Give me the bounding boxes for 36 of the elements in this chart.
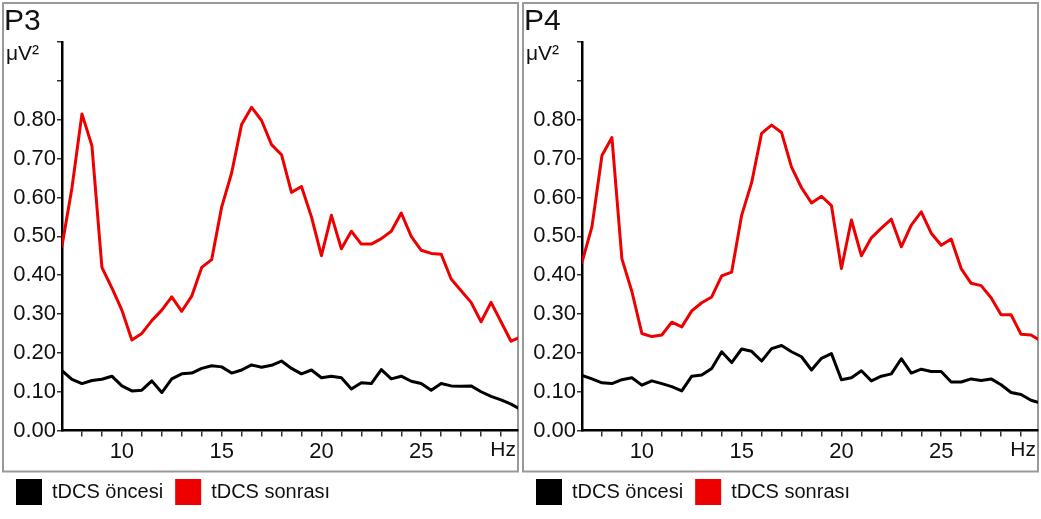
x-tick-label: 25: [408, 437, 434, 463]
y-tick-label: 0.40: [533, 261, 576, 287]
x-axis-title: Hz: [1010, 436, 1036, 460]
y-axis-title: μV²: [526, 41, 560, 65]
y-tick-label: 0.50: [533, 222, 576, 248]
legend-label: tDCS öncesi: [52, 479, 164, 502]
y-tick-label: 0.70: [13, 144, 56, 170]
x-tick-label: 15: [209, 437, 234, 463]
y-tick-label: 0.10: [13, 377, 56, 403]
x-tick-label: 15: [729, 437, 754, 463]
y-tick-label: 0.80: [13, 105, 56, 131]
y-tick-label: 0.10: [533, 377, 576, 403]
legend-label: tDCS öncesi: [572, 479, 684, 502]
x-tick-label: 25: [928, 437, 954, 463]
x-tick-label: 20: [309, 437, 334, 463]
y-tick-label: 0.80: [533, 105, 576, 131]
y-tick-label: 0.20: [533, 338, 576, 364]
y-tick-label: 0.50: [13, 222, 56, 248]
y-tick-label: 0.30: [13, 300, 56, 326]
x-tick-label: 10: [629, 437, 655, 463]
x-tick-label: 10: [109, 437, 135, 463]
chart-title: P3: [4, 3, 41, 37]
y-tick-label: 0.00: [13, 416, 56, 442]
y-tick-label: 0.00: [533, 416, 576, 442]
x-axis-title: Hz: [490, 436, 516, 460]
y-tick-label: 0.40: [13, 261, 56, 287]
y-axis-title: μV²: [6, 41, 40, 65]
y-tick-label: 0.70: [533, 144, 576, 170]
legend-label: tDCS sonrası: [731, 479, 851, 502]
legend-label: tDCS sonrası: [211, 479, 331, 502]
y-tick-label: 0.30: [533, 300, 576, 326]
y-tick-label: 0.20: [13, 338, 56, 364]
y-tick-label: 0.60: [13, 183, 56, 209]
chart-title: P4: [524, 3, 561, 37]
x-tick-label: 20: [829, 437, 854, 463]
y-tick-label: 0.60: [533, 183, 576, 209]
